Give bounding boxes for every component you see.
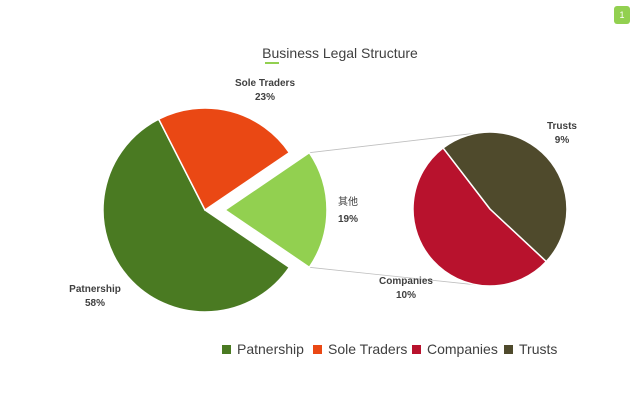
label-patnership-value: 58% bbox=[85, 298, 105, 309]
chart-title: Business Legal Structure bbox=[262, 45, 418, 61]
label-other-name: 其他 bbox=[338, 195, 358, 208]
label-sole-traders-name: Sole Traders bbox=[235, 78, 295, 89]
label-companies-name: Companies bbox=[379, 276, 433, 287]
pie-slice-other bbox=[223, 151, 328, 269]
label-sole-traders-value: 23% bbox=[255, 92, 275, 103]
legend-item-sole-traders: Sole Traders bbox=[313, 339, 407, 359]
legend-label-sole-traders: Sole Traders bbox=[328, 341, 408, 357]
label-trusts-name: Trusts bbox=[547, 121, 577, 132]
label-trusts-value: 9% bbox=[555, 135, 570, 146]
secondary-slice-trusts bbox=[442, 131, 568, 263]
title-underline bbox=[265, 62, 279, 64]
chart-legend: Patnership Sole Traders Companies Trusts bbox=[0, 339, 640, 359]
secondary-pie bbox=[412, 131, 568, 287]
main-pie bbox=[102, 107, 328, 313]
label-companies-value: 10% bbox=[396, 290, 416, 301]
label-patnership-name: Patnership bbox=[69, 284, 121, 295]
legend-item-trusts: Trusts bbox=[504, 339, 557, 359]
legend-swatch-trusts bbox=[504, 344, 513, 354]
pie-slice-patnership bbox=[102, 118, 291, 313]
secondary-slice-companies bbox=[412, 146, 548, 287]
legend-swatch-sole-traders bbox=[313, 344, 322, 354]
pie-slice-sole-traders bbox=[157, 107, 291, 212]
legend-label-trusts: Trusts bbox=[519, 341, 558, 357]
legend-swatch-patnership bbox=[222, 344, 231, 354]
legend-swatch-companies bbox=[412, 344, 421, 354]
connector-lines bbox=[309, 132, 478, 286]
slide-number-badge: 1 bbox=[614, 6, 630, 24]
legend-item-patnership: Patnership bbox=[222, 339, 304, 359]
connector-line-bottom bbox=[309, 266, 478, 286]
legend-item-companies: Companies bbox=[412, 339, 498, 359]
label-other-value: 19% bbox=[338, 214, 358, 225]
legend-label-patnership: Patnership bbox=[237, 341, 304, 357]
connector-line-top bbox=[309, 132, 478, 154]
legend-label-companies: Companies bbox=[427, 341, 498, 357]
